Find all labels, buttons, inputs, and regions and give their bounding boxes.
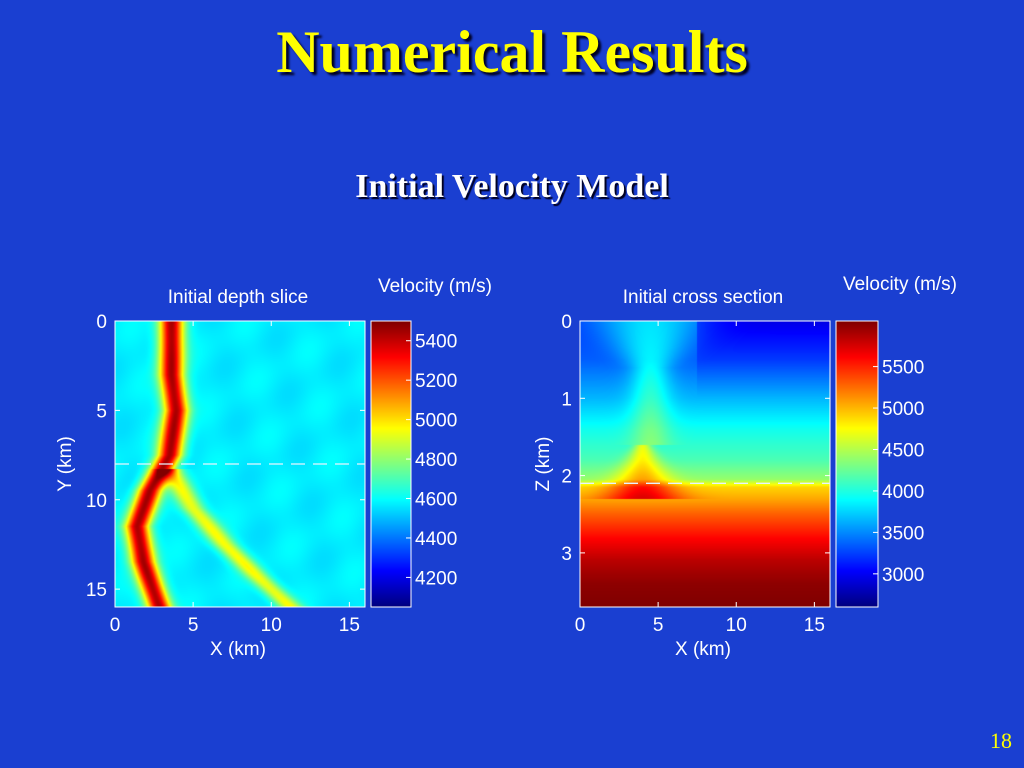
cross-section-colorbar-label: Velocity (m/s) (843, 274, 957, 295)
colorbar-tick-label: 4200 (415, 568, 457, 589)
x-tick-label: 10 (726, 615, 747, 636)
cross-section-colorbar (836, 321, 878, 607)
colorbar-tick-label: 5200 (415, 371, 457, 392)
x-tick-label: 0 (575, 615, 586, 636)
y-tick-label: 0 (96, 312, 107, 333)
cross-section-title: Initial cross section (623, 287, 784, 308)
slide-subtitle: Initial Velocity Model (355, 168, 669, 205)
cross-section-heatmap (580, 321, 830, 607)
cross-section-frame (579, 320, 831, 608)
x-tick-label: 15 (339, 615, 360, 636)
depth-slice-colorbar-label: Velocity (m/s) (378, 276, 492, 297)
x-tick-label: 0 (110, 615, 121, 636)
colorbar-tick-label: 4800 (415, 450, 457, 471)
depth-slice-colorbar-frame (370, 320, 412, 608)
x-tick-label: 15 (804, 615, 825, 636)
cross-section-colorbar-frame (835, 320, 879, 608)
cross-section-figure: Initial cross section Velocity (m/s) Z (… (533, 274, 957, 660)
y-tick-label: 10 (86, 491, 107, 512)
cross-section-xlabel: X (km) (675, 639, 731, 660)
colorbar-tick-label: 5400 (415, 332, 457, 353)
colorbar-tick-label: 3500 (882, 523, 924, 544)
y-tick-label: 0 (561, 312, 572, 333)
y-tick-label: 2 (561, 467, 572, 488)
page-number: 18 (990, 728, 1012, 753)
colorbar-tick-label: 4600 (415, 490, 457, 511)
y-tick-label: 5 (96, 401, 107, 422)
depth-slice-figure: Initial depth slice Velocity (m/s) Y (km… (55, 276, 492, 660)
colorbar-tick-label: 5000 (415, 411, 457, 432)
slide-title: Numerical Results (276, 19, 748, 85)
colorbar-tick-label: 4000 (882, 482, 924, 503)
depth-slice-xlabel: X (km) (210, 639, 266, 660)
depth-slice-ylabel: Y (km) (55, 436, 76, 492)
y-tick-label: 1 (561, 389, 572, 410)
colorbar-tick-label: 4500 (882, 440, 924, 461)
colorbar-tick-label: 5000 (882, 399, 924, 420)
colorbar-tick-label: 4400 (415, 529, 457, 550)
colorbar-tick-label: 3000 (882, 565, 924, 586)
cross-section-ylabel: Z (km) (533, 437, 554, 492)
depth-slice-heatmap (115, 321, 365, 607)
x-tick-label: 10 (261, 615, 282, 636)
y-tick-label: 3 (561, 544, 572, 565)
x-tick-label: 5 (188, 615, 199, 636)
y-tick-label: 15 (86, 580, 107, 601)
depth-slice-colorbar (371, 321, 411, 607)
depth-slice-title: Initial depth slice (168, 287, 308, 308)
x-tick-label: 5 (653, 615, 664, 636)
colorbar-tick-label: 5500 (882, 358, 924, 379)
